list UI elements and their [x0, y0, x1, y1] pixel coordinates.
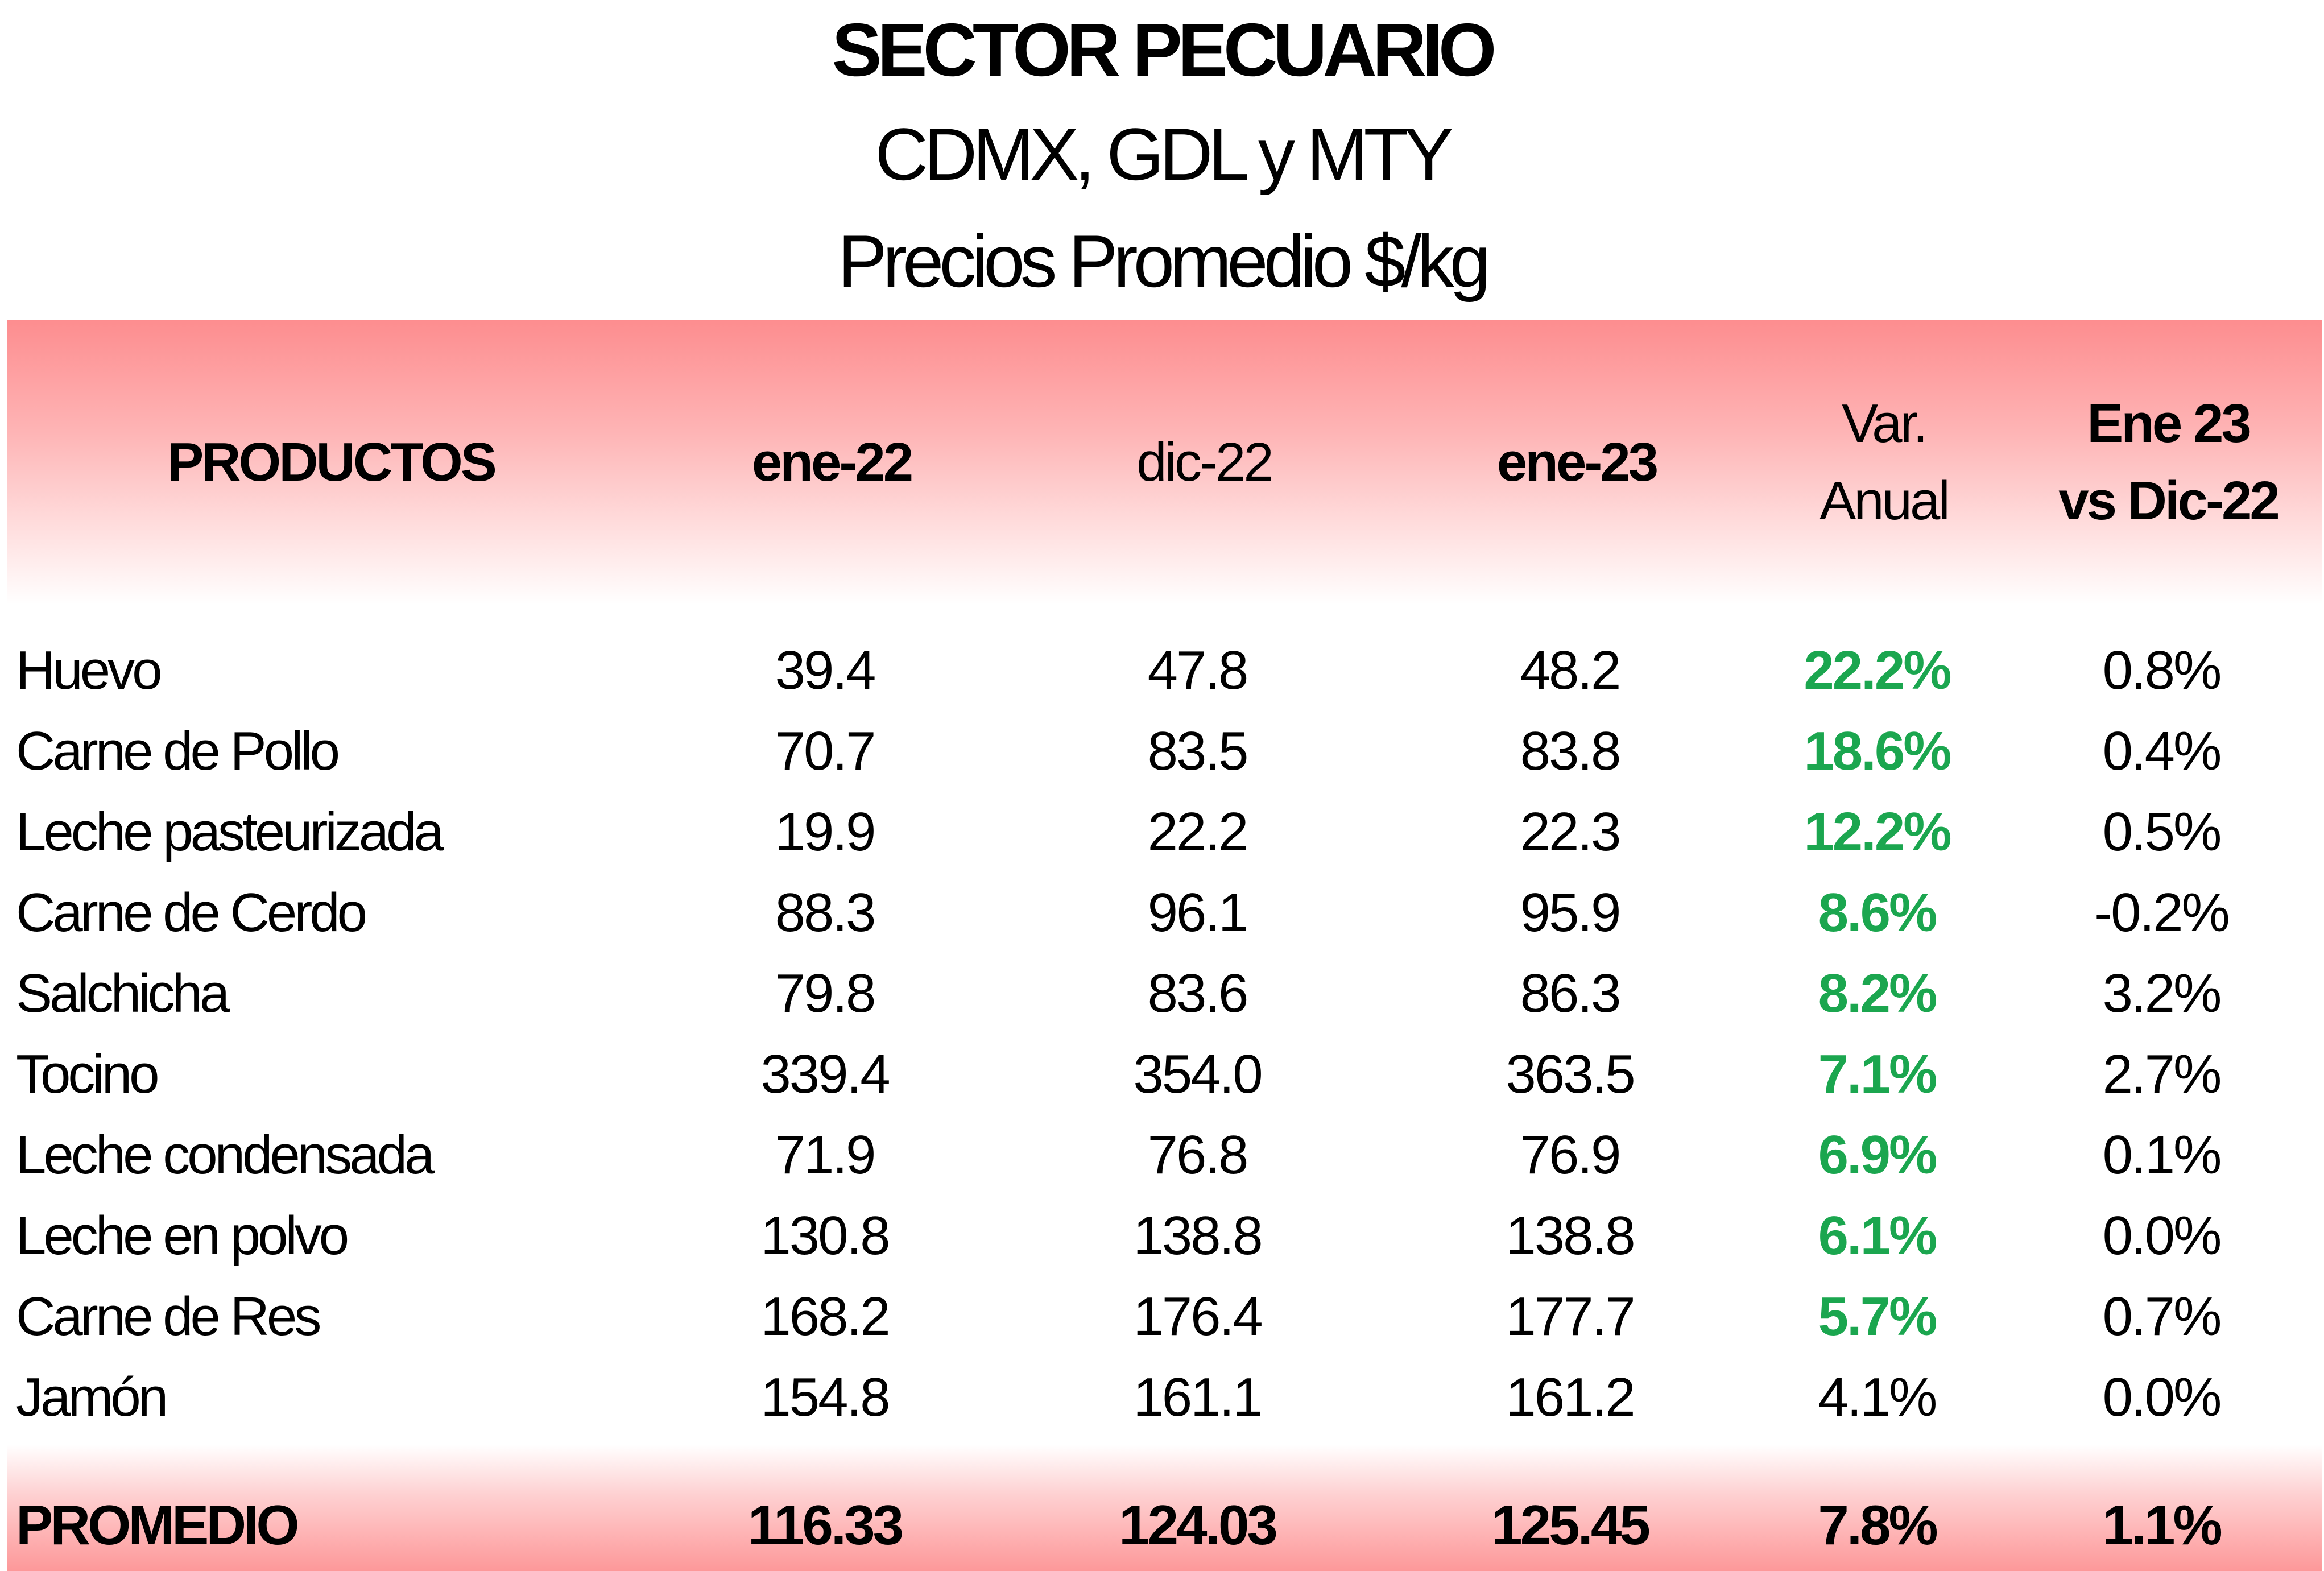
- cell-var-anual: 6.1%: [1818, 1205, 1938, 1266]
- cell-ene-22: 70.7: [775, 721, 876, 782]
- table-row: Leche en polvo 130.8 138.8 138.8 6.1% 0.…: [0, 1196, 2324, 1276]
- header-ene23-vs-dic22: Ene 23 vs Dic-22: [2058, 392, 2280, 531]
- title-block: SECTOR PECUARIO CDMX, GDL y MTY Precios …: [0, 0, 2324, 303]
- cell-ene-23: 138.8: [1506, 1205, 1635, 1266]
- footer-ene-22: 116.33: [747, 1494, 904, 1556]
- cell-vs-dic: 0.0%: [2102, 1205, 2222, 1266]
- table-body: Huevo 39.4 47.8 48.2 22.2% 0.8% Carne de…: [0, 630, 2324, 1438]
- header-ene-23: ene-23: [1496, 431, 1659, 493]
- header-var-anual: Var. Anual: [1819, 392, 1950, 531]
- table-row: Carne de Cerdo 88.3 96.1 95.9 8.6% -0.2%: [0, 873, 2324, 953]
- table-row: Leche condensada 71.9 76.8 76.9 6.9% 0.1…: [0, 1115, 2324, 1196]
- cell-var-anual: 7.1%: [1818, 1044, 1938, 1105]
- cell-dic-22: 47.8: [1147, 640, 1249, 701]
- cell-var-anual: 8.6%: [1818, 882, 1938, 943]
- cell-product: Leche condensada: [16, 1124, 435, 1185]
- table-header: PRODUCTOS ene-22 dic-22 ene-23 Var. Anua…: [7, 320, 2322, 605]
- cell-var-anual: 18.6%: [1804, 721, 1951, 782]
- cell-product: Huevo: [16, 640, 163, 701]
- cell-ene-23: 363.5: [1506, 1044, 1635, 1105]
- table-footer-promedio: PROMEDIO 116.33 124.03 125.45 7.8% 1.1%: [0, 1482, 2324, 1568]
- header-products: PRODUCTOS: [167, 431, 497, 493]
- title-subtitle: Precios Promedio $/kg: [838, 220, 1491, 303]
- cell-var-anual: 12.2%: [1804, 801, 1951, 862]
- cell-product: Salchicha: [16, 963, 230, 1024]
- cell-vs-dic: 0.8%: [2102, 640, 2222, 701]
- footer-dic-22: 124.03: [1119, 1494, 1278, 1556]
- cell-dic-22: 138.8: [1133, 1205, 1263, 1266]
- cell-product: Jamón: [16, 1367, 168, 1428]
- cell-dic-22: 83.6: [1147, 963, 1249, 1024]
- cell-ene-22: 130.8: [760, 1205, 890, 1266]
- cell-vs-dic: 0.1%: [2102, 1124, 2222, 1185]
- cell-vs-dic: 0.0%: [2102, 1367, 2222, 1428]
- cell-dic-22: 83.5: [1147, 721, 1249, 782]
- cell-product: Leche en polvo: [16, 1205, 349, 1266]
- cell-dic-22: 76.8: [1147, 1124, 1249, 1185]
- cell-dic-22: 354.0: [1133, 1044, 1263, 1105]
- cell-product: Carne de Pollo: [16, 721, 340, 782]
- cell-ene-23: 22.3: [1520, 801, 1622, 862]
- cell-var-anual: 5.7%: [1818, 1286, 1938, 1347]
- cell-ene-23: 86.3: [1520, 963, 1622, 1024]
- cell-dic-22: 176.4: [1133, 1286, 1263, 1347]
- cell-ene-22: 39.4: [775, 640, 876, 701]
- footer-var-anual: 7.8%: [1818, 1494, 1938, 1556]
- cell-dic-22: 161.1: [1133, 1367, 1263, 1428]
- header-ene-22: ene-22: [751, 431, 913, 493]
- cell-var-anual: 22.2%: [1804, 640, 1951, 701]
- cell-product: Carne de Res: [16, 1286, 321, 1347]
- cell-product: Tocino: [16, 1044, 160, 1105]
- cell-ene-23: 177.7: [1506, 1286, 1635, 1347]
- cell-var-anual: 6.9%: [1818, 1124, 1938, 1185]
- cell-var-anual: 4.1%: [1818, 1367, 1938, 1428]
- cell-vs-dic: 3.2%: [2102, 963, 2222, 1024]
- cell-ene-22: 88.3: [775, 882, 876, 943]
- cell-vs-dic: 0.5%: [2102, 801, 2222, 862]
- table-row: Huevo 39.4 47.8 48.2 22.2% 0.8%: [0, 630, 2324, 711]
- cell-ene-22: 19.9: [775, 801, 876, 862]
- cell-dic-22: 96.1: [1147, 882, 1249, 943]
- cell-ene-23: 161.2: [1506, 1367, 1635, 1428]
- cell-vs-dic: -0.2%: [2094, 882, 2230, 943]
- table-row: Carne de Pollo 70.7 83.5 83.8 18.6% 0.4%: [0, 711, 2324, 792]
- cell-ene-22: 339.4: [760, 1044, 890, 1105]
- cell-vs-dic: 0.4%: [2102, 721, 2222, 782]
- table-row: Carne de Res 168.2 176.4 177.7 5.7% 0.7%: [0, 1276, 2324, 1357]
- cell-dic-22: 22.2: [1147, 801, 1249, 862]
- footer-band: [7, 1445, 2322, 1571]
- table-row: Tocino 339.4 354.0 363.5 7.1% 2.7%: [0, 1034, 2324, 1115]
- cell-vs-dic: 2.7%: [2102, 1044, 2222, 1105]
- cell-ene-23: 48.2: [1520, 640, 1622, 701]
- cell-var-anual: 8.2%: [1818, 963, 1938, 1024]
- cell-vs-dic: 0.7%: [2102, 1286, 2222, 1347]
- cell-ene-23: 95.9: [1520, 882, 1622, 943]
- cell-ene-23: 76.9: [1520, 1124, 1622, 1185]
- footer-label: PROMEDIO: [16, 1494, 300, 1556]
- cell-ene-22: 71.9: [775, 1124, 876, 1185]
- cell-ene-22: 168.2: [760, 1286, 890, 1347]
- table-row: Leche pasteurizada 19.9 22.2 22.3 12.2% …: [0, 792, 2324, 873]
- header-dic-22: dic-22: [1136, 431, 1273, 493]
- title-cities: CDMX, GDL y MTY: [875, 113, 1453, 196]
- cell-ene-22: 154.8: [760, 1367, 890, 1428]
- cell-ene-23: 83.8: [1520, 721, 1622, 782]
- title-main: SECTOR PECUARIO: [832, 8, 1496, 92]
- cell-ene-22: 79.8: [775, 963, 876, 1024]
- table-row: Salchicha 79.8 83.6 86.3 8.2% 3.2%: [0, 953, 2324, 1034]
- cell-product: Carne de Cerdo: [16, 882, 367, 943]
- table-row: Jamón 154.8 161.1 161.2 4.1% 0.0%: [0, 1357, 2324, 1438]
- cell-product: Leche pasteurizada: [16, 801, 444, 862]
- footer-vs-dic: 1.1%: [2102, 1494, 2222, 1556]
- footer-ene-23: 125.45: [1491, 1494, 1651, 1556]
